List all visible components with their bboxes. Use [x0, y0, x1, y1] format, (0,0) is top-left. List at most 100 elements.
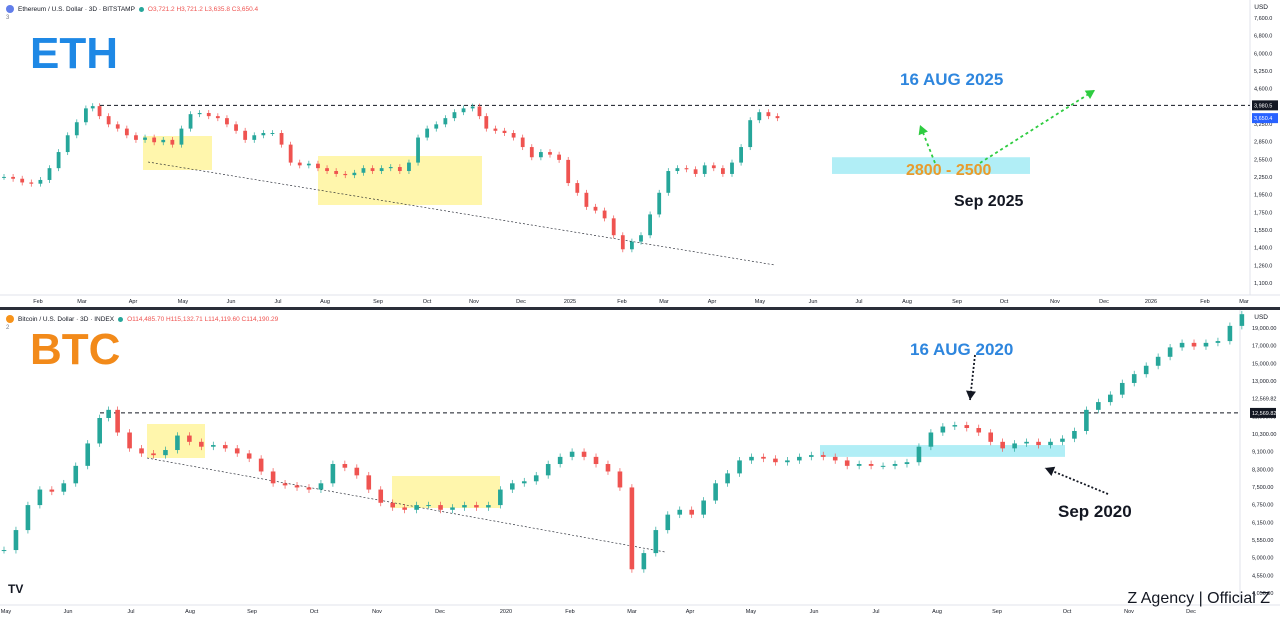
price-label-box — [1252, 100, 1278, 111]
candle — [748, 117, 753, 151]
candle-body — [477, 106, 482, 117]
eth-chart-panel: 7,600.06,800.06,000.05,250.04,600.04,000… — [0, 0, 1280, 308]
candle-body — [1072, 430, 1077, 439]
candle — [397, 164, 402, 175]
y-tick-label: 10,300.00 — [1252, 432, 1276, 438]
candle — [252, 132, 257, 143]
candle-body — [1167, 347, 1173, 357]
candle — [452, 109, 457, 122]
candle-body — [443, 118, 448, 125]
candle — [306, 160, 311, 169]
candle — [294, 482, 300, 491]
candle — [1203, 339, 1209, 350]
x-tick-label: Dec — [435, 609, 445, 615]
candle — [139, 444, 144, 457]
x-tick-label: Dec — [1099, 299, 1109, 305]
eth-indicator-count[interactable]: 3 — [6, 15, 10, 21]
candle — [124, 125, 129, 139]
candle — [243, 127, 248, 143]
candle-body — [20, 178, 25, 183]
btc-symbol-title[interactable]: Bitcoin / U.S. Dollar · 3D · INDEX — [18, 315, 115, 323]
y-tick-label: 9,100.00 — [1252, 450, 1273, 456]
candle — [952, 421, 958, 430]
x-tick-label: Feb — [1200, 299, 1209, 305]
candle-body — [163, 450, 168, 456]
x-tick-label: Aug — [932, 609, 942, 615]
x-tick-label: Jun — [227, 299, 236, 305]
support-zone — [832, 157, 1030, 174]
candle — [29, 179, 34, 187]
btc-big-label: BTC — [30, 325, 121, 374]
candle — [316, 160, 320, 172]
candle-body — [73, 465, 79, 484]
candle-body — [761, 456, 766, 459]
candle-body — [179, 128, 184, 145]
candle-body — [730, 162, 734, 174]
y-tick-label: 1,260.0 — [1254, 263, 1272, 269]
panel-divider[interactable] — [0, 307, 1280, 310]
tradingview-logo-icon[interactable]: TV — [8, 582, 24, 596]
eth-currency-label[interactable]: USD — [1254, 4, 1268, 11]
eth-big-label: ETH — [30, 29, 118, 78]
candle-body — [325, 168, 329, 172]
candle — [639, 232, 643, 245]
candle-body — [115, 409, 120, 433]
x-tick-label: Oct — [423, 299, 432, 305]
candle — [1036, 438, 1041, 449]
candle — [693, 166, 698, 177]
candle — [450, 504, 455, 514]
candle-body — [352, 172, 357, 176]
candle-body — [261, 133, 266, 136]
candle — [1131, 370, 1137, 387]
x-tick-label: Apr — [686, 609, 695, 615]
candle-body — [1060, 438, 1065, 442]
eth-zone-label: 2800 - 2500 — [906, 162, 992, 179]
candle-body — [775, 116, 780, 119]
x-tick-label: May — [1, 609, 12, 615]
candle — [470, 103, 475, 112]
candle — [378, 486, 384, 507]
y-tick-label: 5,250.0 — [1254, 69, 1272, 75]
candle — [689, 506, 694, 519]
candle-body — [297, 162, 302, 166]
annotation-arrow-head — [1045, 466, 1056, 477]
candle-body — [916, 446, 922, 463]
btc-currency-label[interactable]: USD — [1254, 314, 1268, 321]
candle-body — [49, 489, 55, 492]
candle — [1012, 440, 1017, 452]
candle — [97, 103, 102, 120]
eth-symbol-title[interactable]: Ethereum / U.S. Dollar · 3D · BITSTAMP — [18, 5, 135, 13]
candle — [330, 460, 336, 487]
candle — [47, 165, 52, 183]
candle-body — [797, 456, 802, 461]
candle — [1060, 435, 1065, 446]
candle-body — [426, 505, 431, 507]
candle — [557, 453, 563, 468]
x-tick-label: Sep — [952, 299, 962, 305]
candle — [1179, 339, 1185, 351]
btc-indicator-count[interactable]: 2 — [6, 325, 10, 331]
candle-body — [701, 500, 706, 515]
candle — [1000, 438, 1005, 452]
candle — [297, 159, 302, 169]
x-tick-label: Jul — [855, 299, 862, 305]
candle — [757, 109, 762, 124]
candle-body — [279, 133, 284, 145]
ethereum-icon — [6, 5, 14, 13]
x-tick-label: Aug — [185, 609, 195, 615]
y-tick-label: 3,250.0 — [1254, 122, 1272, 128]
x-tick-label: Jul — [872, 609, 879, 615]
candle-body — [11, 176, 15, 179]
candle-body — [334, 171, 339, 174]
candle — [1072, 427, 1077, 443]
x-tick-label: Jun — [810, 609, 819, 615]
x-tick-label: Jun — [809, 299, 818, 305]
candle-body — [354, 467, 360, 476]
x-tick-label: Sep — [992, 609, 1002, 615]
candle-body — [620, 235, 625, 250]
candle-body — [425, 128, 430, 138]
candle — [106, 113, 111, 128]
candle — [343, 171, 348, 179]
candle — [206, 110, 211, 120]
candle-body — [1, 550, 7, 552]
